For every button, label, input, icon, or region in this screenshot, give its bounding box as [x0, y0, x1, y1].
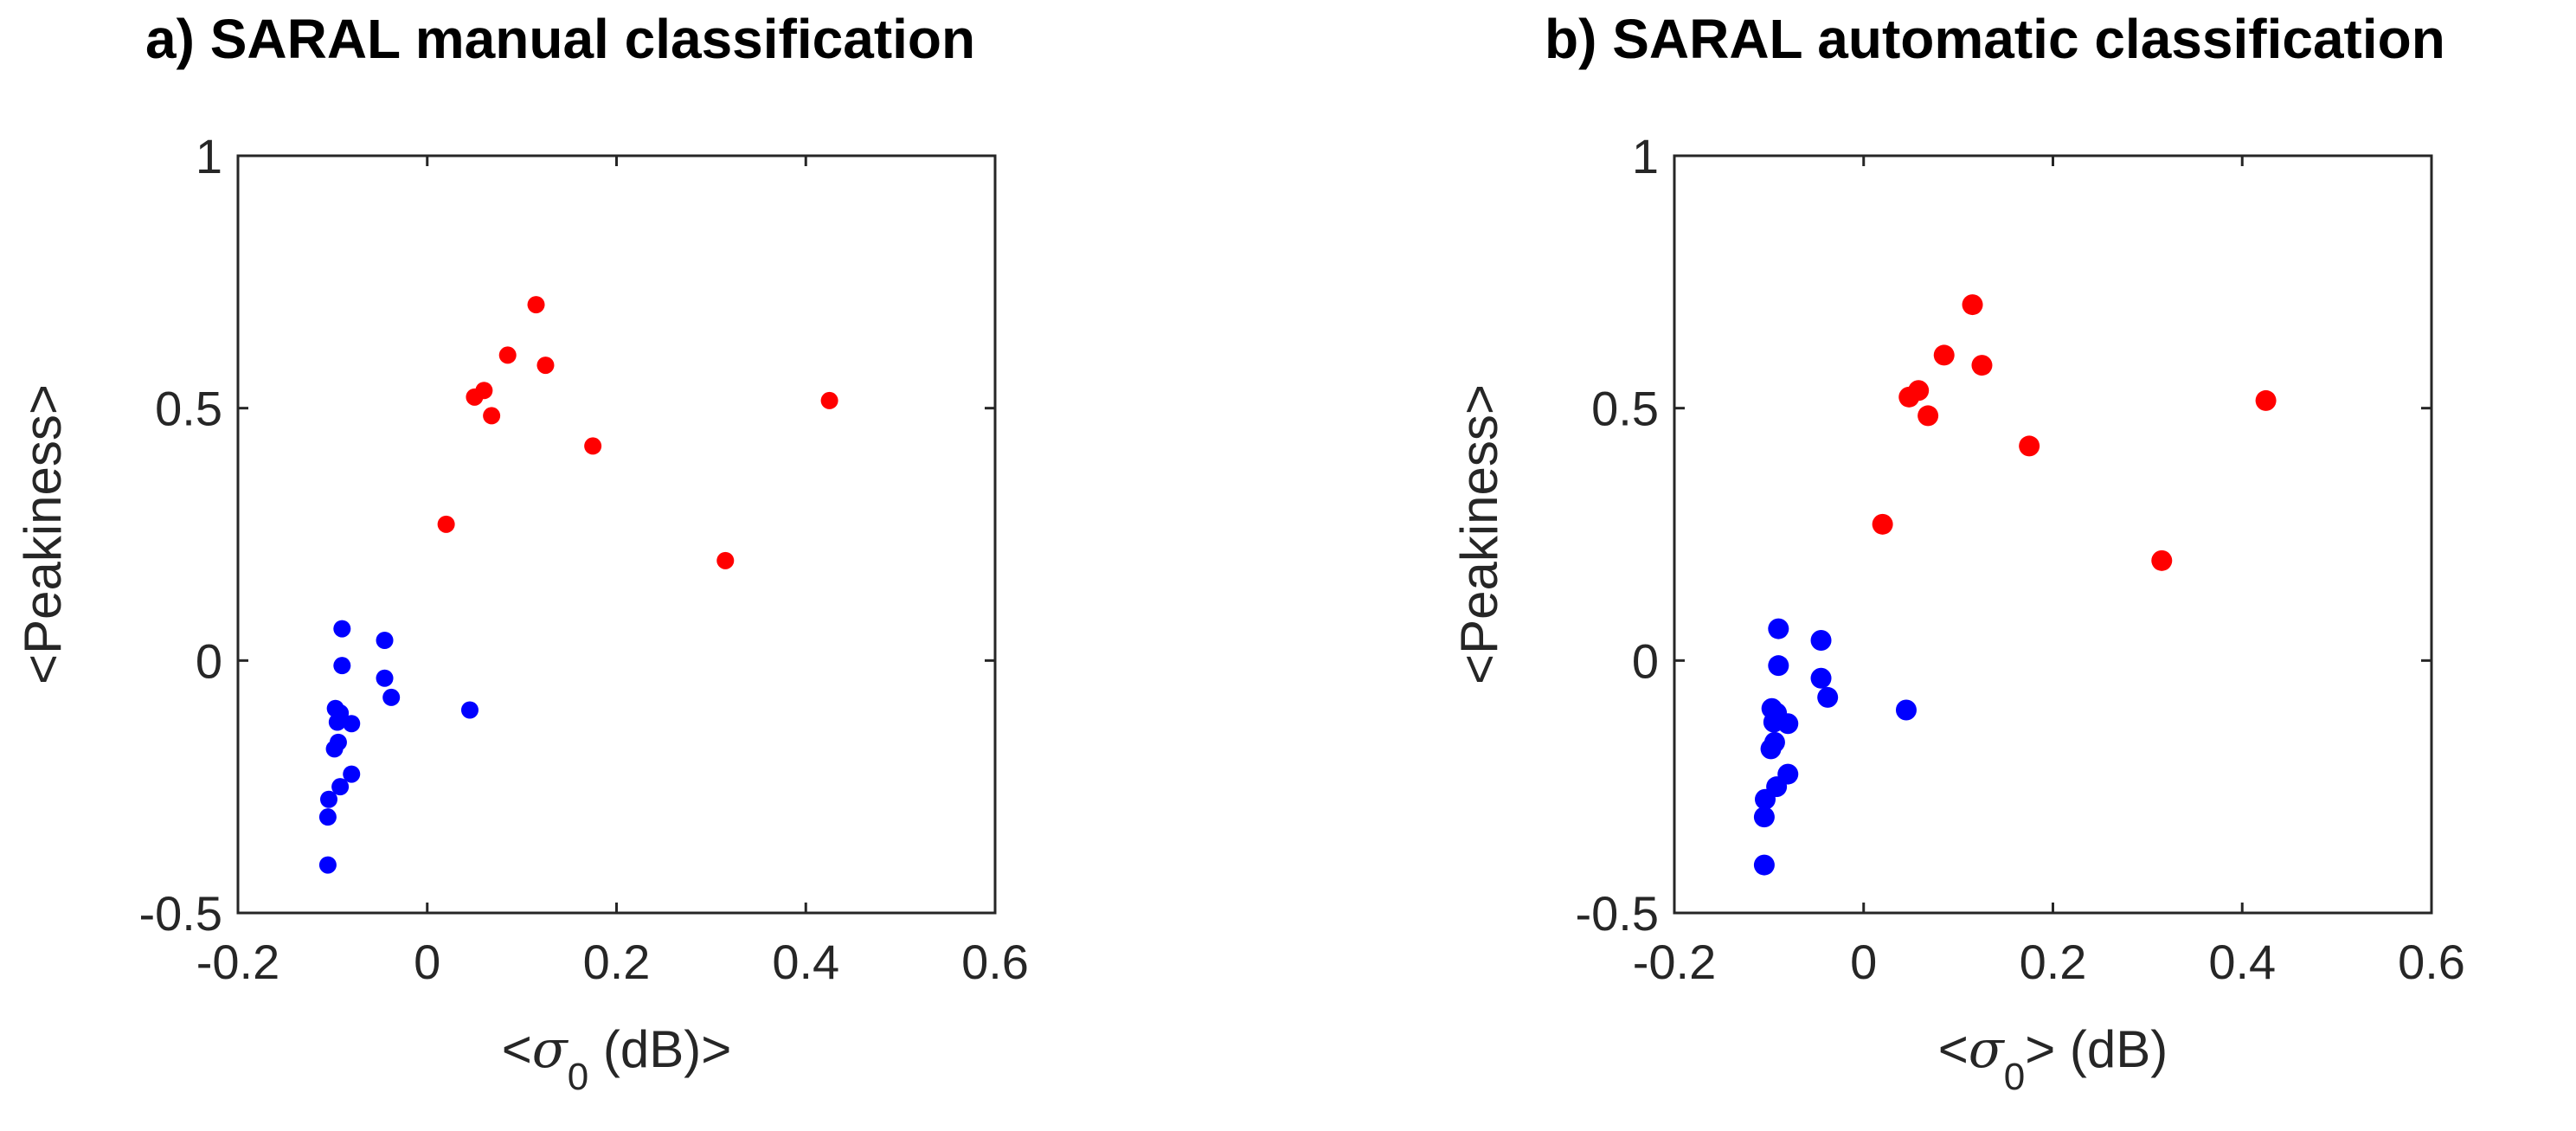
panel-b-point-blue	[1768, 618, 1789, 639]
panel-a-point-blue	[333, 620, 351, 638]
panel-b-xtick-label: 0.2	[2020, 935, 2087, 989]
panel-b-xtick-label: -0.2	[1633, 935, 1717, 989]
panel-b-point-blue	[1810, 667, 1832, 689]
panel-b-plot: -0.2 0 0.2 0.4 0.6 -0.5 0 0.5 1 <Peakiness> <σ0> (…	[1450, 129, 2465, 1098]
panel-a-xlabel: <σ0 (dB)>	[502, 1019, 732, 1098]
panel-b-point-red	[1898, 386, 1920, 408]
panel-b-ytick-label: 1	[1632, 129, 1659, 183]
panel-a-point-blue	[320, 790, 337, 808]
panel-b-point-blue	[1817, 686, 1839, 708]
panel-b-point-blue	[1753, 854, 1775, 876]
panel-a-title: a) SARAL manual classification	[145, 8, 976, 70]
panel-a-point-blue	[325, 740, 344, 758]
panel-a-point-blue	[318, 808, 337, 826]
panel-b-point-blue	[1753, 806, 1775, 828]
panel-a-xtick-label: -0.2	[196, 935, 280, 989]
panel-b-xtick-label: 0.6	[2398, 935, 2465, 989]
panel-a-plot: -0.2 0 0.2 0.4 0.6 -0.5 0 0.5 1 <Peakiness> <σ0 (d…	[14, 129, 1029, 1098]
panel-b-point-blue	[1895, 699, 1917, 721]
panel-a-point-blue	[318, 856, 337, 874]
panel-b-xtick-label: 0	[1850, 935, 1877, 989]
panel-a-xtick-label: 0.4	[772, 935, 839, 989]
panel-a-point-blue	[460, 701, 479, 719]
panel-a-point-blue	[328, 713, 346, 731]
panel-b-point-red	[1962, 294, 1983, 316]
panel-b-point-red	[1971, 355, 1993, 376]
panel-a-point-blue	[333, 657, 351, 675]
panel-a-point-red	[466, 388, 484, 406]
panel-a-ytick-label: 1	[196, 129, 222, 183]
panel-a-point-red	[716, 551, 735, 569]
panel-a-ytick-label: -0.5	[139, 886, 223, 941]
panel-b-ylabel: <Peakiness>	[1450, 384, 1508, 684]
panel-a-point-blue	[382, 688, 401, 706]
panel-b-ytick-label: -0.5	[1576, 886, 1660, 941]
panel-b-point-red	[1872, 513, 1893, 535]
panel-b-ytick-label: 0	[1632, 633, 1659, 688]
panel-a-ytick-label: 0	[196, 633, 222, 688]
panel-a-point-blue	[376, 632, 394, 649]
panel-a-point-blue	[331, 778, 350, 796]
panel-a-point-red	[498, 346, 517, 364]
panel-b-point-red	[2255, 389, 2277, 411]
panel-b-point-blue	[1810, 630, 1832, 651]
panel-b-point-red	[1918, 405, 1939, 427]
panel-b-point-blue	[1755, 788, 1776, 810]
panel-b-ytick-label: 0.5	[1591, 382, 1659, 436]
panel-a-point-red	[527, 296, 545, 314]
panel-a-point-red	[437, 515, 455, 533]
panel-a-point-blue	[343, 715, 361, 733]
panel-a-axes-box	[236, 154, 997, 915]
panel-a-point-red	[584, 437, 602, 455]
panel-a-xtick-label: 0.2	[583, 935, 651, 989]
panel-b-axes-box	[1673, 154, 2433, 915]
panel-b-point-blue	[1760, 738, 1782, 760]
panel-a-point-blue	[343, 765, 361, 783]
panel-a-ylabel: <Peakiness>	[14, 384, 72, 684]
panel-b-point-red	[2151, 549, 2173, 571]
panel-a-xtick-label: 0.6	[961, 935, 1029, 989]
panel-b-point-blue	[1777, 713, 1799, 735]
panel-a-point-red	[820, 391, 838, 409]
panel-b-point-blue	[1768, 655, 1789, 677]
panel-b-xlabel: <σ0> (dB)	[1938, 1019, 2168, 1098]
panel-a-point-blue	[376, 669, 394, 687]
panel-b-point-red	[2019, 435, 2040, 457]
panel-b-title: b) SARAL automatic classification	[1545, 8, 2445, 70]
panel-a-point-red	[536, 357, 555, 375]
panel-a-xtick-label: 0	[414, 935, 440, 989]
panel-b-point-red	[1933, 344, 1955, 366]
panel-a-ytick-label: 0.5	[155, 382, 222, 436]
panel-a-point-red	[483, 407, 501, 425]
panel-b-xtick-label: 0.4	[2208, 935, 2276, 989]
